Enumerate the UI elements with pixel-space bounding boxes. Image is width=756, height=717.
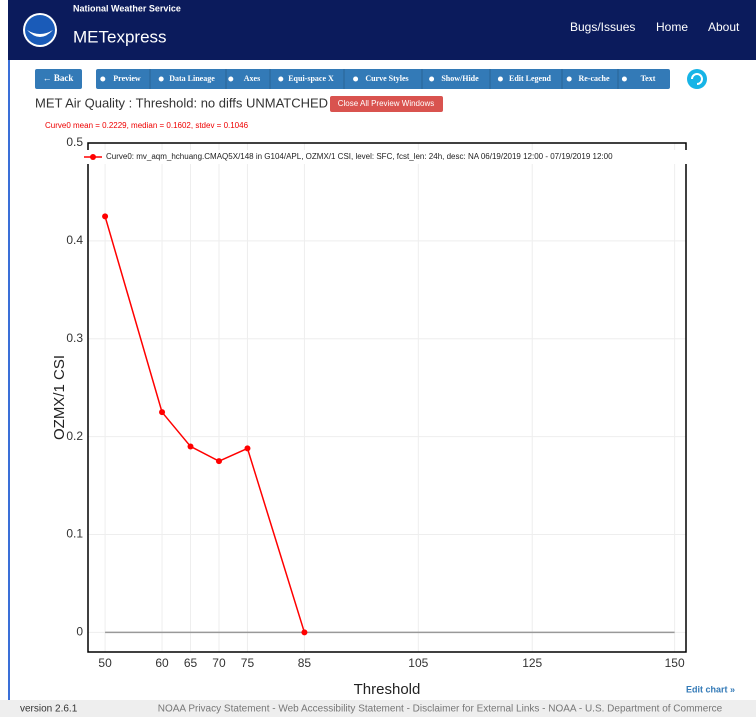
edit-chart-link[interactable]: Edit chart » (686, 684, 735, 694)
close-button-label: Close All Preview Windows (338, 99, 434, 108)
x-tick-label: 75 (241, 656, 255, 670)
x-tick-label: 50 (98, 656, 112, 670)
toolbar-icon (228, 76, 234, 82)
toolbar-icon (497, 76, 503, 82)
plot-frame (87, 142, 687, 653)
refresh-button[interactable] (687, 69, 707, 89)
toolbar-icon (566, 76, 572, 82)
toolbar-button-label: Curve Styles (365, 74, 408, 83)
noaa-logo-inner (25, 15, 55, 45)
data-point (244, 445, 251, 452)
toolbar-button-label: Text (641, 74, 656, 83)
y-tick-label: 0.2 (66, 429, 83, 443)
y-tick-label: 0.5 (66, 135, 83, 149)
refresh-icon (691, 73, 703, 85)
data-point (159, 409, 166, 416)
version: version 2.6.1 (20, 704, 78, 715)
back-button-label: ← Back (43, 73, 74, 83)
data-point (215, 458, 222, 465)
data-point (187, 443, 194, 450)
data-point (102, 213, 109, 220)
back-button[interactable] (35, 69, 82, 89)
nav-link[interactable]: About (708, 20, 740, 34)
y-tick-label: 0.4 (66, 233, 83, 247)
page-title: MET Air Quality : Threshold: no diffs UN… (35, 95, 328, 110)
x-tick-label: 125 (522, 656, 542, 670)
curve-line (104, 216, 306, 633)
toolbar-icon (158, 76, 164, 82)
left-border (8, 60, 10, 700)
toolbar-button-label: Equi-space X (288, 74, 334, 83)
x-tick-label: 85 (298, 656, 312, 670)
agency-name: National Weather Service (73, 3, 181, 13)
y-axis-label: OZMX/1 CSI (51, 355, 68, 440)
toolbar-button-label: Axes (244, 74, 260, 83)
y-tick-label: 0 (76, 625, 83, 639)
x-tick-label: 70 (212, 656, 226, 670)
toolbar-icon (621, 76, 627, 82)
toolbar-group (96, 69, 670, 89)
nav-link[interactable]: Bugs/Issues (570, 20, 635, 34)
x-tick-label: 65 (184, 656, 198, 670)
footer-links[interactable]: NOAA Privacy Statement - Web Accessibili… (158, 704, 723, 715)
x-tick-label: 105 (408, 656, 428, 670)
y-tick-label: 0.1 (66, 527, 83, 541)
toolbar-icon (429, 76, 435, 82)
legend-swatch-dot (90, 154, 96, 160)
close-button[interactable] (330, 96, 443, 112)
legend-bg (82, 150, 746, 164)
noaa-logo-bird (27, 30, 53, 37)
x-tick-label: 150 (665, 656, 685, 670)
footer-bar (0, 700, 756, 717)
x-tick-label: 60 (155, 656, 169, 670)
legend-label: Curve0: mv_aqm_hchuang.CMAQ5X/148 in G10… (106, 152, 613, 161)
toolbar-icon (353, 76, 359, 82)
app-name[interactable]: METexpress (73, 27, 167, 46)
toolbar-icon (278, 76, 284, 82)
stats: Curve0 mean = 0.2229, median = 0.1602, s… (45, 121, 249, 130)
x-axis-label: Threshold (354, 681, 421, 698)
data-point (301, 629, 308, 636)
nav-link[interactable]: Home (656, 20, 688, 34)
y-tick-label: 0.3 (66, 331, 83, 345)
toolbar-button-label: Data Lineage (169, 74, 215, 83)
toolbar-icon (100, 76, 106, 82)
toolbar-button-label: Show/Hide (441, 74, 479, 83)
toolbar-button-label: Preview (113, 74, 141, 83)
toolbar-button-label: Edit Legend (509, 74, 552, 83)
header-bar (8, 0, 756, 60)
toolbar-button-label: Re-cache (578, 74, 610, 83)
